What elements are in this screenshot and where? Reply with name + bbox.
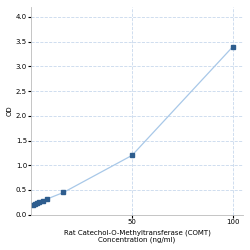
- X-axis label: Rat Catechol-O-Methyltransferase (COMT)
Concentration (ng/ml): Rat Catechol-O-Methyltransferase (COMT) …: [64, 229, 210, 243]
- Y-axis label: OD: OD: [7, 106, 13, 116]
